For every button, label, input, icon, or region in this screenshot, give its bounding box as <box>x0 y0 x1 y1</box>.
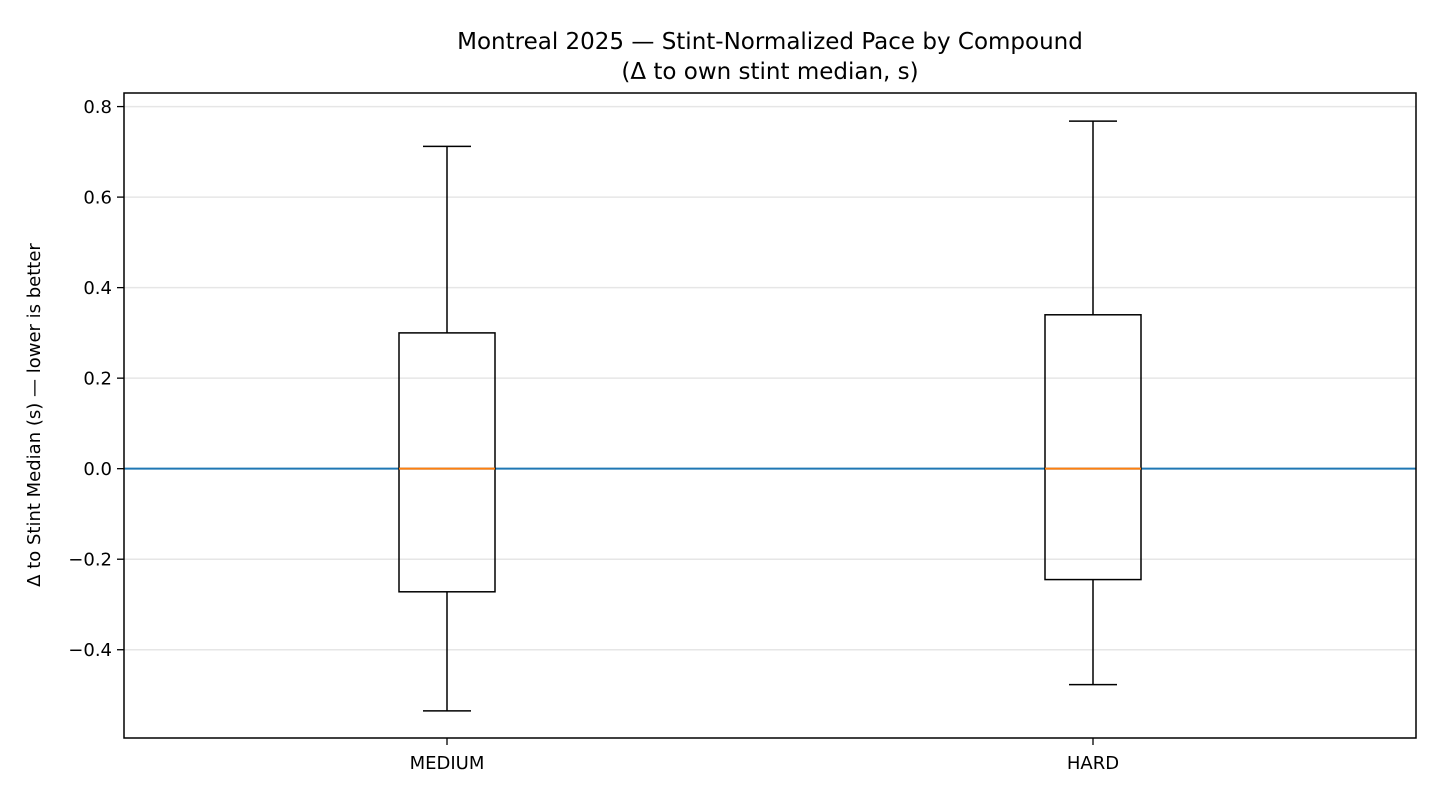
y-tick-label: 0.8 <box>83 97 112 118</box>
y-tick-label: −0.4 <box>68 640 112 661</box>
boxes-layer <box>398 120 1142 712</box>
y-tick-label: 0.6 <box>83 188 112 209</box>
iqr-box <box>398 332 496 593</box>
iqr-box <box>1044 314 1142 581</box>
box-medium <box>398 145 496 712</box>
chart-title: Montreal 2025 — Stint-Normalized Pace by… <box>457 29 1083 55</box>
x-tick-label: MEDIUM <box>410 753 485 774</box>
x-tick-label: HARD <box>1067 753 1119 774</box>
box-hard <box>1044 120 1142 686</box>
y-tick-label: 0.2 <box>83 369 112 390</box>
y-tick-label: 0.4 <box>83 278 112 299</box>
y-axis-label: Δ to Stint Median (s) — lower is better <box>24 243 45 587</box>
axes-layer: −0.4 −0.2 0.0 0.2 0.4 0.6 0.8 MEDIUM HARD <box>68 92 1417 774</box>
y-tick-label: −0.2 <box>68 550 112 571</box>
grid-lines <box>124 105 1416 651</box>
chart-subtitle: (Δ to own stint median, s) <box>621 59 918 85</box>
y-tick-label: 0.0 <box>83 459 112 480</box>
plot-frame <box>123 92 1417 739</box>
